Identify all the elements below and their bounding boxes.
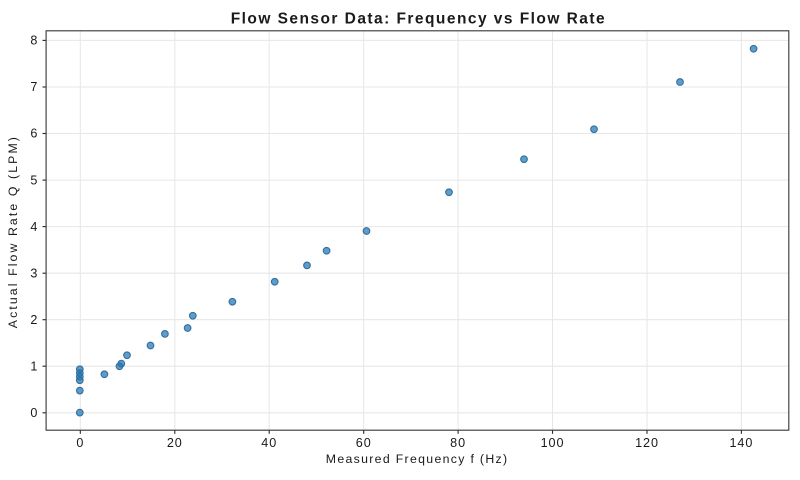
svg-text:Measured Frequency f (Hz): Measured Frequency f (Hz) [326,452,509,466]
svg-text:1: 1 [30,359,38,373]
svg-text:2: 2 [30,313,38,327]
svg-text:0: 0 [30,406,38,420]
svg-text:20: 20 [167,436,183,450]
svg-text:7: 7 [30,80,38,94]
svg-text:100: 100 [541,436,565,450]
svg-text:60: 60 [356,436,372,450]
svg-text:0: 0 [76,436,84,450]
svg-text:Actual Flow Rate Q (LPM): Actual Flow Rate Q (LPM) [6,135,20,328]
svg-text:6: 6 [30,127,38,141]
svg-text:4: 4 [30,220,38,234]
svg-text:140: 140 [729,436,753,450]
svg-text:40: 40 [261,436,277,450]
svg-text:3: 3 [30,266,38,280]
svg-text:5: 5 [30,173,38,187]
svg-text:80: 80 [450,436,466,450]
svg-text:8: 8 [30,34,38,48]
svg-text:120: 120 [635,436,659,450]
svg-text:Flow Sensor Data: Frequency vs: Flow Sensor Data: Frequency vs Flow Rate [231,11,606,28]
